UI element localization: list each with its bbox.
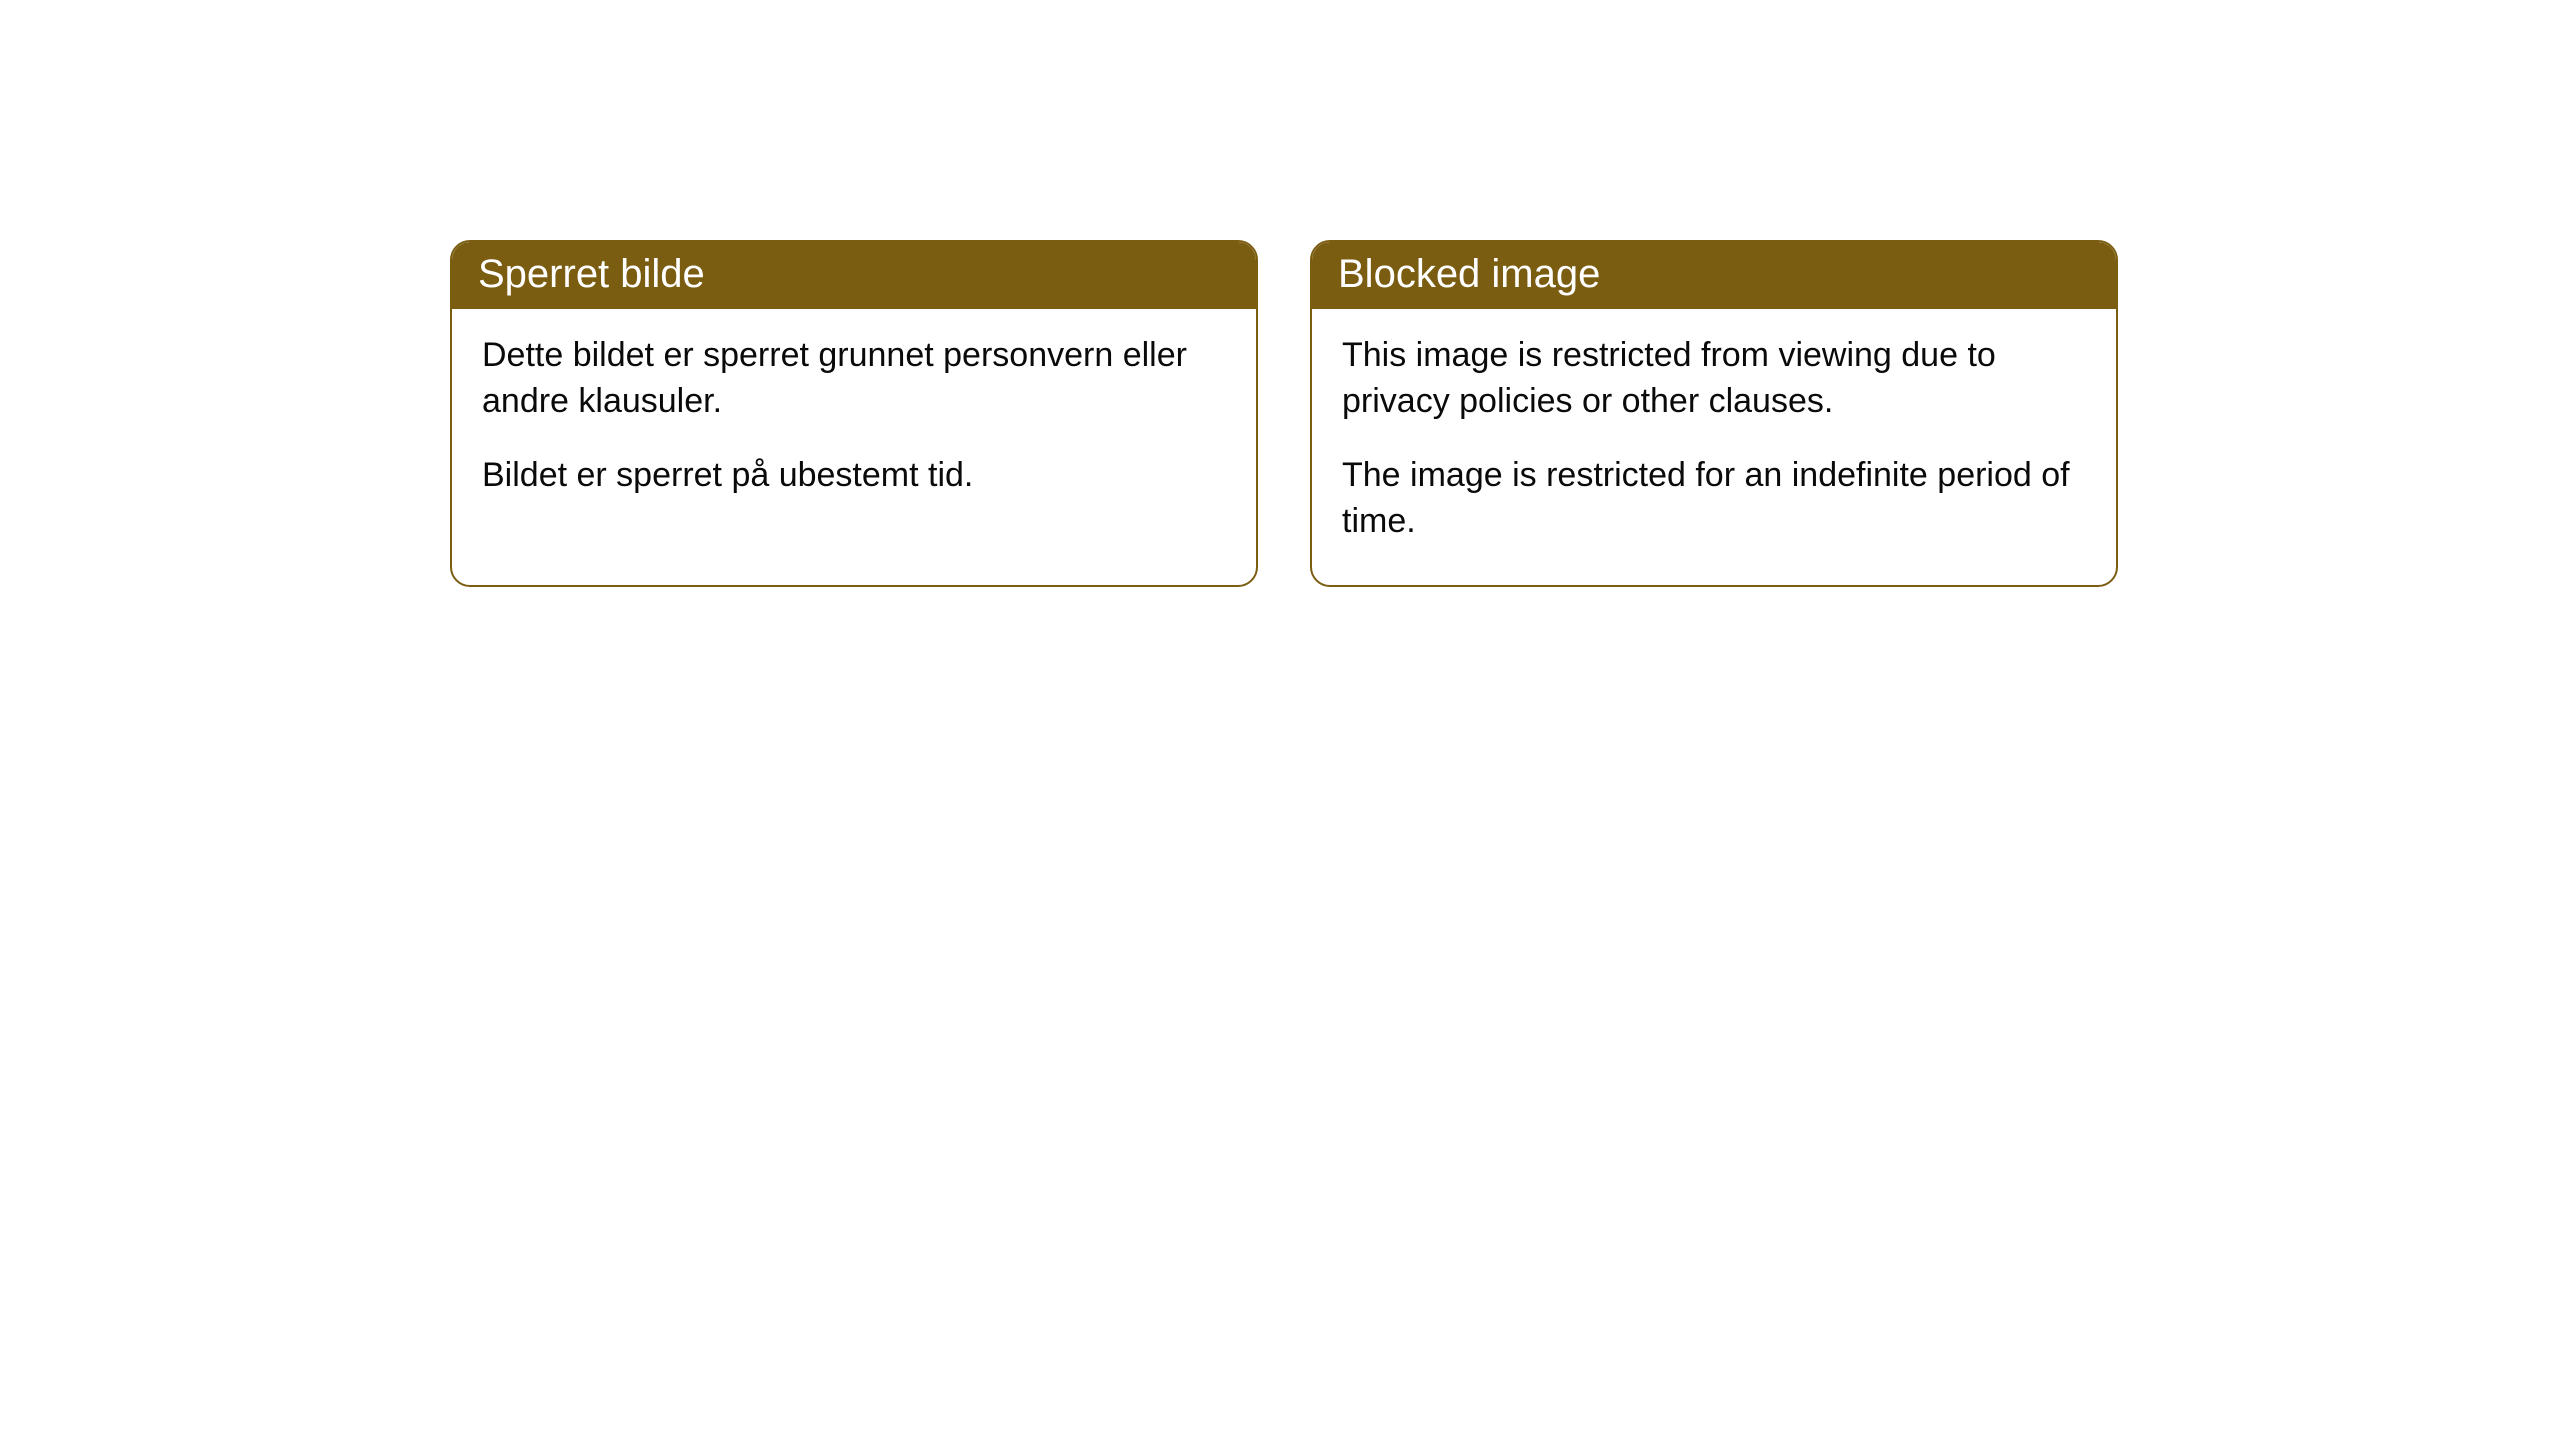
- notice-card-norwegian: Sperret bilde Dette bildet er sperret gr…: [450, 240, 1258, 587]
- notice-title-norwegian: Sperret bilde: [452, 242, 1256, 309]
- notice-card-english: Blocked image This image is restricted f…: [1310, 240, 2118, 587]
- notice-para2-english: The image is restricted for an indefinit…: [1342, 453, 2086, 545]
- notice-para2-norwegian: Bildet er sperret på ubestemt tid.: [482, 453, 1226, 499]
- notice-container: Sperret bilde Dette bildet er sperret gr…: [0, 0, 2560, 587]
- notice-para1-english: This image is restricted from viewing du…: [1342, 333, 2086, 425]
- notice-para1-norwegian: Dette bildet er sperret grunnet personve…: [482, 333, 1226, 425]
- notice-body-norwegian: Dette bildet er sperret grunnet personve…: [452, 309, 1256, 539]
- notice-body-english: This image is restricted from viewing du…: [1312, 309, 2116, 585]
- notice-title-english: Blocked image: [1312, 242, 2116, 309]
